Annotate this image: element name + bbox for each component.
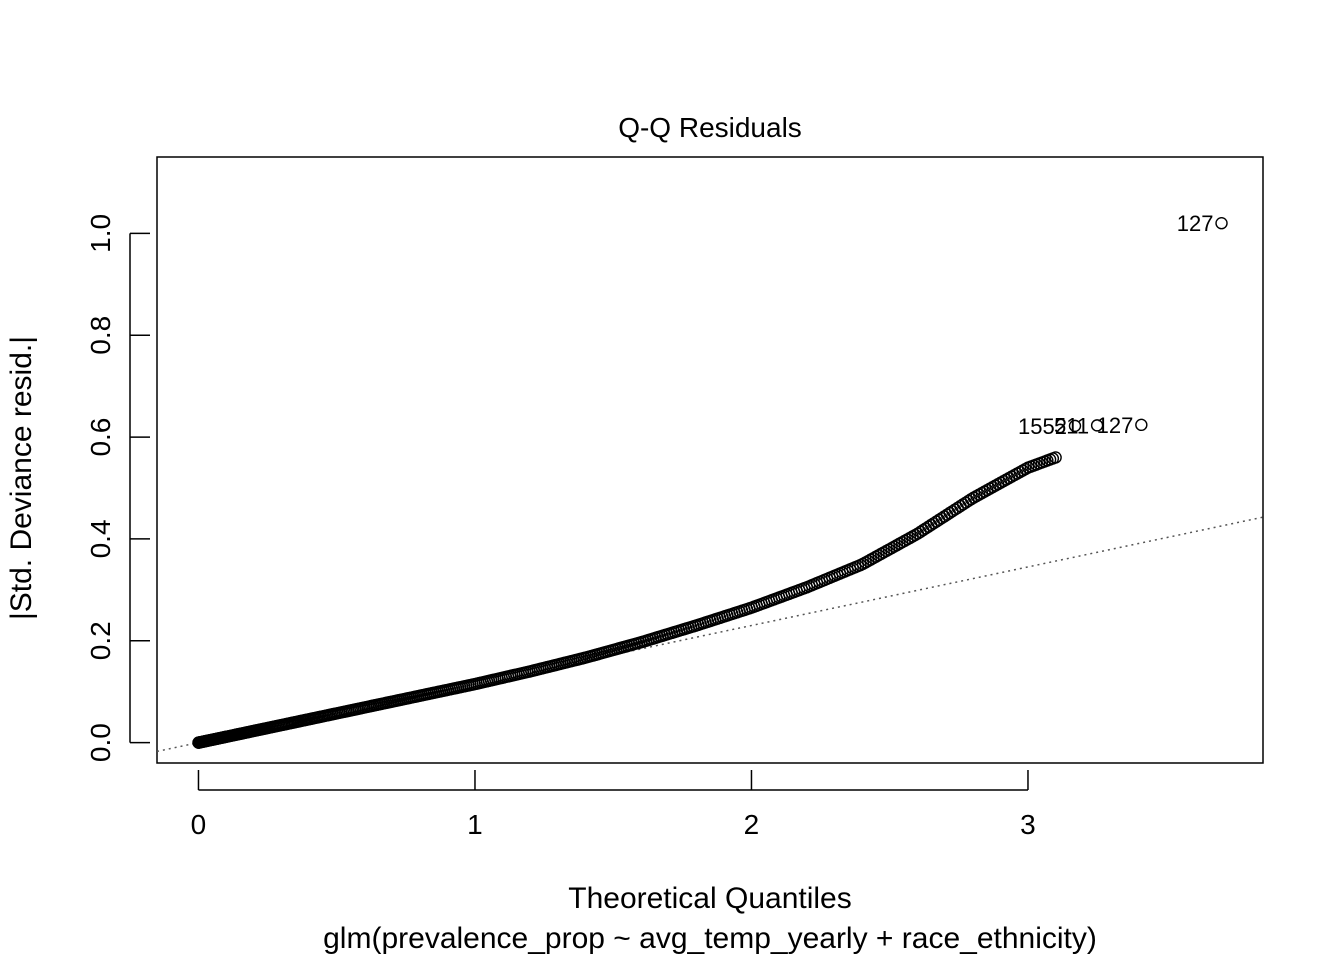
model-formula-subtitle: glm(prevalence_prop ~ avg_temp_yearly + …: [323, 922, 1097, 955]
data-points: [192, 451, 1062, 749]
outlier-label: 1552: [1018, 414, 1067, 439]
data-point: [1049, 451, 1062, 464]
y-tick-label: 1.0: [85, 214, 116, 253]
x-axis: 0 1 2 3: [191, 770, 1036, 840]
y-tick-label: 0.8: [85, 316, 116, 355]
outlier-point: [1090, 419, 1104, 432]
outlier-point: [1068, 419, 1082, 433]
y-axis: 0.0 0.2 0.4 0.6 0.8 1.0: [85, 214, 150, 762]
y-axis-label: |Std. Deviance resid.|: [5, 335, 38, 621]
reference-line: [156, 516, 1264, 753]
y-tick-label: 0.4: [85, 519, 116, 558]
chart-title: Q-Q Residuals: [618, 112, 802, 143]
y-tick-label: 0.6: [85, 418, 116, 457]
outlier-point: [1135, 418, 1148, 432]
outlier-label: 127: [1097, 413, 1134, 438]
x-tick-label: 0: [191, 809, 207, 840]
y-tick-label: 0.0: [85, 723, 116, 762]
y-tick-label: 0.2: [85, 621, 116, 660]
x-axis-label: Theoretical Quantiles: [568, 882, 852, 915]
outlier-label: 127: [1177, 211, 1214, 236]
reference-line-segment: [156, 516, 1264, 753]
outlier-label: 511: [1054, 413, 1089, 438]
x-tick-label: 3: [1020, 809, 1036, 840]
x-tick-label: 2: [744, 809, 760, 840]
plot-frame: [156, 156, 1264, 764]
x-tick-label: 1: [467, 809, 483, 840]
outlier-point: [1215, 217, 1228, 230]
